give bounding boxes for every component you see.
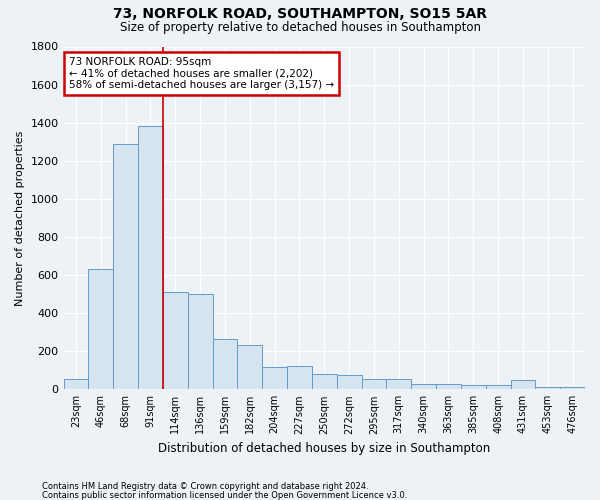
Bar	[113, 144, 138, 390]
Bar	[362, 379, 386, 390]
Bar	[337, 375, 362, 390]
Text: 73, NORFOLK ROAD, SOUTHAMPTON, SO15 5AR: 73, NORFOLK ROAD, SOUTHAMPTON, SO15 5AR	[113, 8, 487, 22]
Bar	[188, 294, 212, 390]
Bar	[64, 379, 88, 390]
Bar	[163, 292, 188, 390]
X-axis label: Distribution of detached houses by size in Southampton: Distribution of detached houses by size …	[158, 442, 490, 455]
Bar	[560, 388, 585, 390]
Text: Contains public sector information licensed under the Open Government Licence v3: Contains public sector information licen…	[42, 490, 407, 500]
Bar	[386, 379, 411, 390]
Bar	[138, 126, 163, 390]
Bar	[485, 384, 511, 390]
Bar	[88, 270, 113, 390]
Bar	[511, 380, 535, 390]
Text: 73 NORFOLK ROAD: 95sqm
← 41% of detached houses are smaller (2,202)
58% of semi-: 73 NORFOLK ROAD: 95sqm ← 41% of detached…	[69, 57, 334, 90]
Bar	[535, 388, 560, 390]
Bar	[238, 344, 262, 390]
Bar	[287, 366, 312, 390]
Bar	[312, 374, 337, 390]
Text: Size of property relative to detached houses in Southampton: Size of property relative to detached ho…	[119, 21, 481, 34]
Bar	[212, 339, 238, 390]
Bar	[411, 384, 436, 390]
Text: Contains HM Land Registry data © Crown copyright and database right 2024.: Contains HM Land Registry data © Crown c…	[42, 482, 368, 491]
Bar	[436, 384, 461, 390]
Bar	[262, 368, 287, 390]
Y-axis label: Number of detached properties: Number of detached properties	[15, 130, 25, 306]
Bar	[461, 384, 485, 390]
